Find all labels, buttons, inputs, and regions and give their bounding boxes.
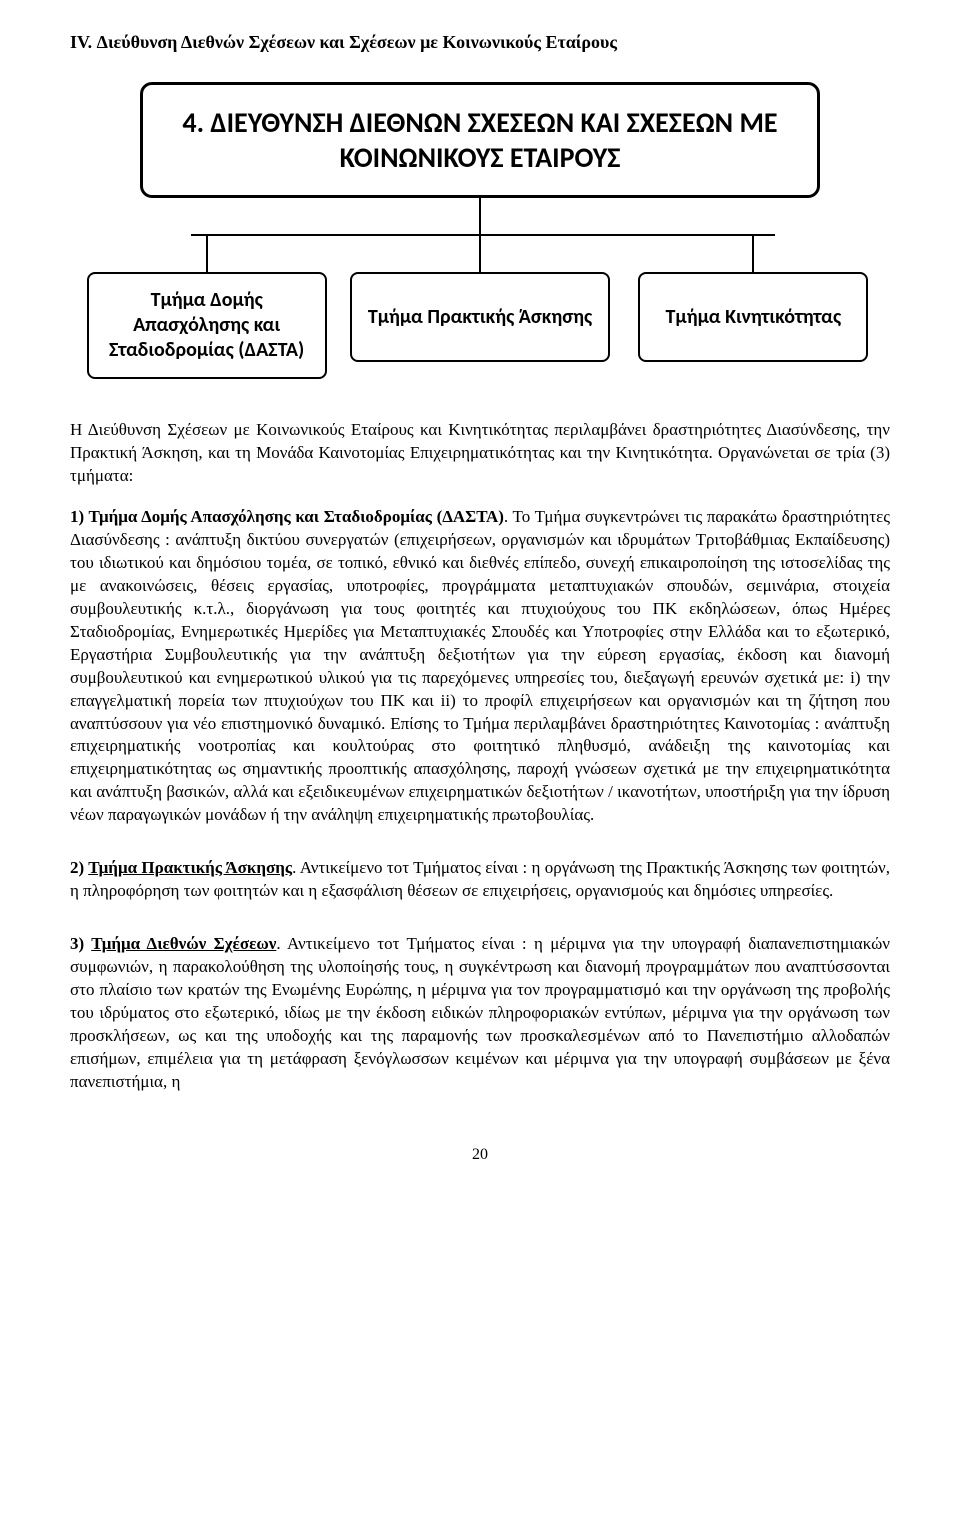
- section-1-head: 1) Τμήμα Δομής Απασχόλησης και Σταδιοδρο…: [70, 507, 504, 526]
- org-connector: [206, 236, 208, 272]
- org-connector-horizontal: [70, 234, 890, 236]
- org-child-node-dasta: Τμήμα Δομής Απασχόλησης και Σταδιοδρομία…: [87, 272, 327, 379]
- section-1-body: . Το Τμήμα συγκεντρώνει τις παρακάτω δρα…: [70, 507, 890, 824]
- org-child-node-kinitikotita: Τμήμα Κινητικότητας: [638, 272, 868, 362]
- org-chart: 4. ΔΙΕΥΘΥΝΣΗ ΔΙΕΘΝΩΝ ΣΧΕΣΕΩΝ ΚΑΙ ΣΧΕΣΕΩΝ…: [70, 82, 890, 379]
- section-3-num: 3): [70, 934, 91, 953]
- section-2-head: Τμήμα Πρακτικής Άσκησης: [88, 858, 292, 877]
- org-connector: [479, 236, 481, 272]
- org-connector: [479, 198, 481, 234]
- section-2: 2) Τμήμα Πρακτικής Άσκησης. Αντικείμενο …: [70, 857, 890, 903]
- page-number: 20: [70, 1144, 890, 1166]
- org-child-node-praktiki: Τμήμα Πρακτικής Άσκησης: [350, 272, 610, 362]
- section-3-body: . Αντικείμενο τοτ Τμήματος είναι : η μέρ…: [70, 934, 890, 1091]
- section-1: 1) Τμήμα Δομής Απασχόλησης και Σταδιοδρο…: [70, 506, 890, 827]
- section-3: 3) Τμήμα Διεθνών Σχέσεων. Αντικείμενο το…: [70, 933, 890, 1094]
- section-3-head: Τμήμα Διεθνών Σχέσεων: [91, 934, 276, 953]
- org-connector: [752, 236, 754, 272]
- section-2-num: 2): [70, 858, 88, 877]
- page-title: IV. Διεύθυνση Διεθνών Σχέσεων και Σχέσεω…: [70, 30, 890, 54]
- org-root-node: 4. ΔΙΕΥΘΥΝΣΗ ΔΙΕΘΝΩΝ ΣΧΕΣΕΩΝ ΚΑΙ ΣΧΕΣΕΩΝ…: [140, 82, 820, 198]
- intro-paragraph: Η Διεύθυνση Σχέσεων με Κοινωνικούς Εταίρ…: [70, 419, 890, 488]
